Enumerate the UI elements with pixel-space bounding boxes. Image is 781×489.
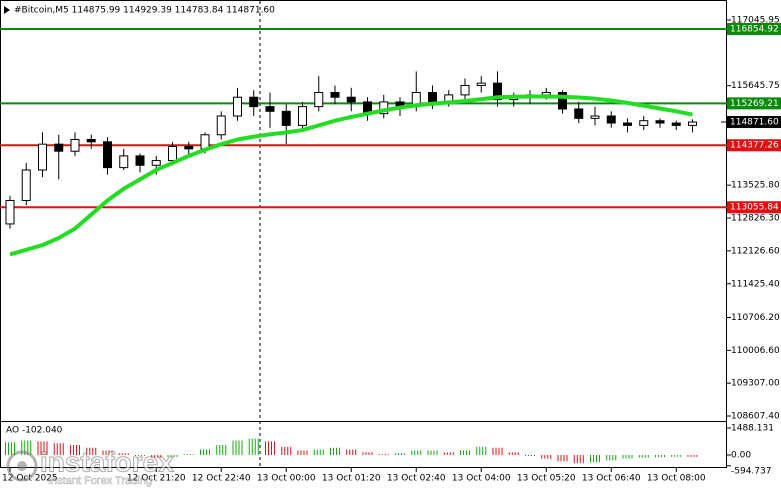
candle-body [298, 106, 307, 126]
x-tick-label: 13 Oct 04:00 [452, 474, 511, 484]
y-tick-label: 111425.40 [731, 279, 780, 289]
candle-body [103, 141, 112, 169]
candle-body [70, 138, 80, 152]
ao-tick-label: -594.737 [731, 466, 771, 476]
x-tick-label: 13 Oct 00:00 [257, 474, 316, 484]
y-tick-label: 117045.95 [731, 15, 780, 25]
candle-body [671, 122, 681, 126]
candle-body [558, 92, 567, 110]
candle-body [655, 120, 665, 124]
candle-body [265, 106, 275, 112]
logo-dot [17, 461, 27, 471]
logo-ring [6, 450, 38, 482]
candle-body [346, 96, 356, 103]
candle-body [606, 115, 616, 124]
candle-body [623, 122, 632, 126]
x-tick-label: 13 Oct 01:20 [322, 474, 381, 484]
candle-body [574, 108, 584, 119]
candle-body [184, 146, 194, 150]
candle-body [314, 92, 324, 108]
level-label: 115269.21 [730, 99, 779, 109]
candle-body [54, 143, 64, 152]
y-tick-label: 109307.00 [731, 379, 780, 389]
watermark-brand: instaforex [40, 446, 174, 477]
candle-body [460, 85, 470, 96]
moving-average [9, 94, 693, 257]
current-price-bg [727, 116, 781, 129]
x-tick-label: 13 Oct 05:20 [517, 474, 576, 484]
candle-body [330, 92, 340, 98]
candle-body [476, 82, 486, 87]
candle-body [119, 155, 129, 169]
level-label: 116854.92 [730, 24, 779, 34]
x-tick-label: 12 Oct 22:40 [192, 474, 251, 484]
x-tick-label: 13 Oct 02:40 [387, 474, 446, 484]
level-label: 113055.84 [730, 203, 779, 213]
candle-body [249, 96, 259, 108]
title-arrow [4, 6, 10, 14]
candle-body [5, 199, 15, 225]
watermark: instaforex Instant Forex Trading [6, 446, 175, 487]
candle-body [688, 121, 697, 126]
candle-body [233, 96, 242, 117]
level-label-bg [727, 139, 781, 152]
candle-body [639, 120, 649, 126]
ao-tick-label: 1488.131 [731, 423, 774, 433]
chart-title: #Bitcoin,M5 114875.99 114929.39 114783.8… [14, 6, 275, 16]
y-tick-label: 113525.80 [731, 181, 780, 191]
candle-body [590, 115, 600, 119]
y-tick-label: 112826.30 [731, 214, 780, 224]
x-tick-label: 12 Oct 21:20 [127, 474, 186, 484]
level-label: 114377.26 [730, 141, 779, 151]
candle-body [38, 143, 47, 171]
candle-body [216, 115, 226, 136]
ao-label: AO -102.040 [6, 426, 63, 436]
candle-body [168, 146, 177, 162]
y-tick-label: 112126.60 [731, 246, 780, 256]
watermark-tagline: Instant Forex Trading [48, 475, 152, 487]
current-price-label: 114871.60 [730, 118, 779, 128]
candle-body [86, 138, 96, 143]
level-label-bg [727, 97, 781, 110]
candle-body [281, 110, 291, 126]
y-tick-label: 110006.60 [731, 346, 780, 356]
ao-tick-label: 0.00 [731, 451, 751, 461]
x-tick-label: 13 Oct 06:40 [582, 474, 641, 484]
y-tick-label: 115645.75 [731, 81, 780, 91]
candle-body [135, 155, 145, 166]
y-tick-label: 108607.40 [731, 411, 780, 421]
plot-frame [0, 0, 727, 468]
x-tick-label: 13 Oct 08:00 [647, 474, 706, 484]
candle-body [428, 92, 437, 103]
candle-body [151, 160, 161, 166]
level-label-bg [727, 201, 781, 214]
candle-body [21, 169, 31, 201]
level-label-bg [727, 22, 781, 35]
plot: 117045.95 115645.75 113525.80 112826.30 1121… [0, 15, 781, 484]
y-tick-label: 110706.20 [731, 313, 780, 323]
candle-body [493, 82, 502, 101]
